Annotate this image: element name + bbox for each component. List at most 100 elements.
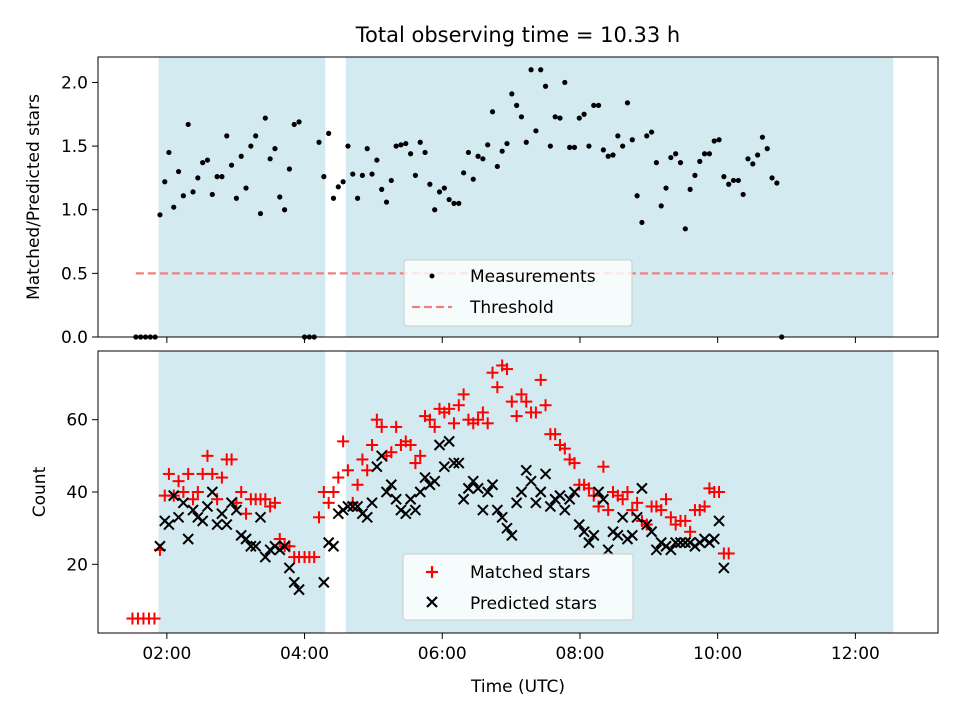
predicted-star-point bbox=[481, 486, 494, 498]
predicted-star-point bbox=[230, 504, 243, 516]
measurement-point bbox=[755, 152, 761, 158]
predicted-star-point bbox=[201, 500, 214, 513]
top-panel: 0.00.51.01.52.0 Matched/Predicted stars … bbox=[24, 56, 939, 348]
predicted-star-point bbox=[366, 497, 378, 509]
x-axis-label: Time (UTC) bbox=[470, 677, 565, 697]
predicted-star-point bbox=[342, 500, 354, 513]
legend-predicted-label: Predicted stars bbox=[470, 594, 597, 614]
predicted-star-point bbox=[544, 500, 557, 513]
measurement-point bbox=[629, 137, 635, 143]
matched-star-point bbox=[592, 500, 605, 513]
matched-star-point bbox=[472, 413, 485, 426]
matched-star-point bbox=[481, 417, 494, 430]
measurement-point bbox=[485, 142, 491, 148]
x-tick-label: 10:00 bbox=[693, 644, 742, 664]
measurement-point bbox=[162, 179, 168, 185]
measurement-point bbox=[350, 171, 356, 177]
predicted-star-point bbox=[588, 529, 600, 542]
matched-star-point bbox=[722, 547, 735, 560]
matched-star-point bbox=[148, 612, 161, 625]
matched-star-point bbox=[322, 496, 335, 509]
measurement-point bbox=[504, 140, 510, 147]
matched-star-point bbox=[341, 464, 354, 477]
measurement-point bbox=[238, 153, 244, 159]
top-y-axis: 0.0 0.5 1.0 1.5 2.0 bbox=[61, 73, 98, 348]
measurement-point bbox=[461, 170, 467, 176]
matched-star-point bbox=[414, 449, 427, 462]
matched-star-point bbox=[351, 478, 364, 491]
measurement-point bbox=[509, 91, 515, 97]
measurement-point bbox=[523, 139, 529, 145]
legend-measurements-marker bbox=[429, 273, 435, 279]
top-legend-box bbox=[403, 259, 633, 327]
predicted-star-point bbox=[486, 479, 499, 491]
matched-star-point bbox=[356, 453, 369, 466]
predicted-star-point bbox=[510, 497, 523, 509]
measurement-point bbox=[726, 181, 732, 187]
measurement-point bbox=[533, 128, 539, 134]
matched-star-point bbox=[534, 373, 547, 386]
matched-star-point bbox=[390, 420, 403, 433]
measurement-point bbox=[567, 144, 573, 150]
matched-star-point bbox=[655, 504, 668, 517]
measurement-point bbox=[571, 144, 578, 150]
matched-star-point bbox=[268, 496, 281, 509]
legend-measurements-label: Measurements bbox=[470, 267, 596, 287]
top-x-ticks bbox=[166, 337, 856, 343]
predicted-star-point bbox=[327, 540, 340, 552]
measurement-point bbox=[735, 177, 741, 184]
measurement-point bbox=[639, 219, 645, 226]
matched-star-point bbox=[240, 507, 253, 520]
matched-star-point bbox=[447, 417, 460, 430]
measurement-point bbox=[653, 160, 659, 166]
top-y-tick-label: 1.5 bbox=[61, 137, 88, 157]
predicted-star-point bbox=[172, 511, 185, 524]
predicted-star-point bbox=[254, 511, 267, 524]
matched-star-point bbox=[713, 486, 726, 498]
measurement-point bbox=[764, 146, 770, 152]
measurement-point bbox=[393, 143, 399, 149]
x-tick-label: 12:00 bbox=[831, 644, 880, 664]
measurement-point bbox=[644, 133, 650, 139]
matched-star-point bbox=[337, 435, 350, 448]
measurement-point bbox=[369, 171, 375, 177]
measurement-point bbox=[388, 177, 394, 184]
predicted-star-point bbox=[592, 486, 605, 498]
top-y-tick-label: 0.0 bbox=[61, 328, 88, 348]
predicted-star-point bbox=[400, 507, 412, 520]
top-y-tick-label: 1.0 bbox=[61, 201, 88, 221]
measurement-point bbox=[658, 203, 664, 209]
measurement-point bbox=[281, 207, 288, 213]
predicted-star-point bbox=[559, 504, 571, 516]
bottom-legend-box bbox=[402, 553, 634, 621]
measurement-point bbox=[316, 139, 322, 145]
bottom-y-tick-label: 60 bbox=[66, 411, 88, 431]
matched-star-point bbox=[409, 457, 422, 470]
matched-stars-points bbox=[126, 359, 735, 625]
predicted-star-point bbox=[351, 500, 364, 513]
predicted-star-point bbox=[347, 500, 359, 513]
measurement-point bbox=[185, 121, 191, 128]
measurement-point bbox=[605, 153, 611, 159]
measurement-point bbox=[379, 186, 385, 192]
measurement-point bbox=[706, 151, 713, 157]
predicted-star-point bbox=[409, 504, 422, 516]
measurement-point bbox=[417, 139, 423, 145]
measurement-point bbox=[291, 121, 297, 128]
measurement-point bbox=[721, 174, 727, 180]
matched-star-point bbox=[259, 493, 272, 506]
measurement-point bbox=[200, 160, 206, 166]
predicted-star-point bbox=[457, 493, 470, 505]
measurement-point bbox=[624, 100, 631, 106]
predicted-star-point bbox=[187, 504, 199, 516]
predicted-star-point bbox=[225, 497, 238, 509]
matched-star-point bbox=[698, 500, 711, 513]
measurement-point bbox=[697, 158, 703, 164]
predicted-star-point bbox=[554, 489, 566, 502]
matched-star-point bbox=[332, 471, 345, 484]
measurement-point bbox=[262, 115, 268, 121]
measurement-point bbox=[634, 193, 640, 199]
matched-star-point bbox=[664, 511, 677, 524]
predicted-star-point bbox=[206, 486, 219, 498]
legend-matched-label: Matched stars bbox=[470, 563, 590, 583]
